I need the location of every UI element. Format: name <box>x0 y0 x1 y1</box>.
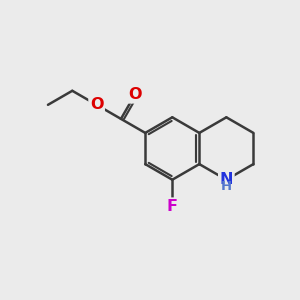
Text: F: F <box>167 199 178 214</box>
Text: O: O <box>90 97 104 112</box>
Text: H: H <box>221 180 232 193</box>
Text: O: O <box>128 87 142 102</box>
Text: N: N <box>220 172 233 187</box>
